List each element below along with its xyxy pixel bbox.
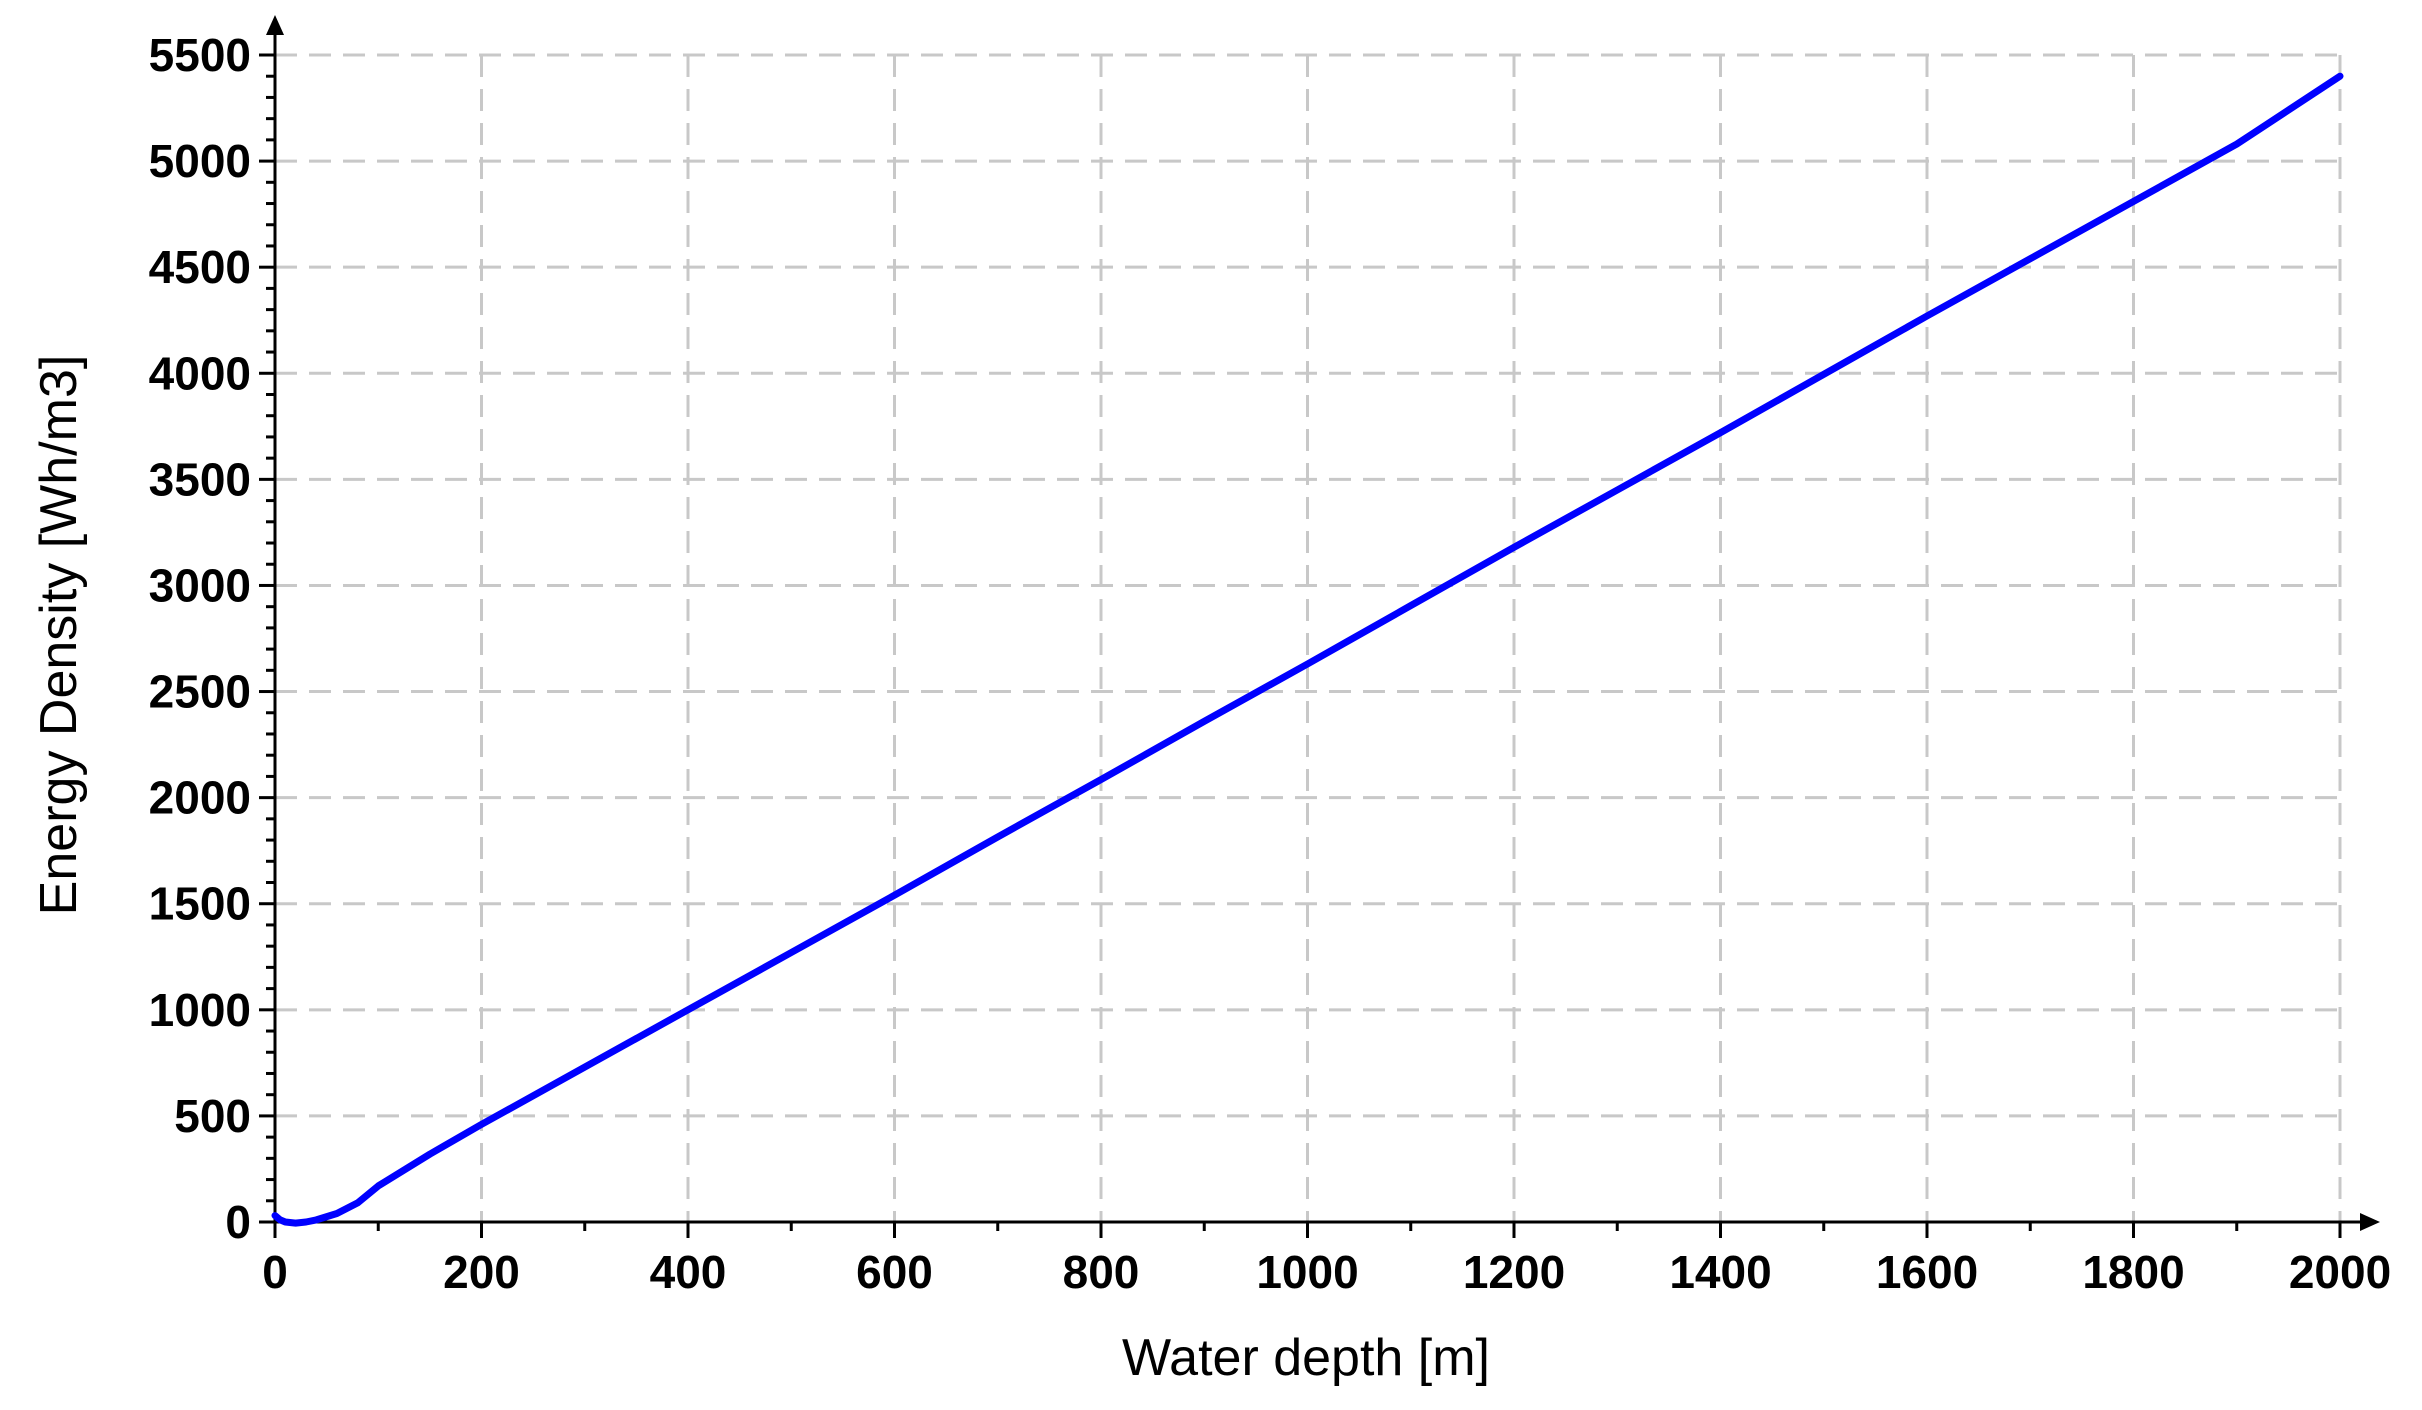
y-tick-label: 500 <box>174 1090 251 1142</box>
y-axis-arrow <box>266 15 284 35</box>
x-tick-label: 0 <box>262 1246 288 1298</box>
axes <box>259 15 2380 1238</box>
x-tick-label: 1000 <box>1256 1246 1358 1298</box>
tick-labels: 0 200 400 600 800 1000 1200 1400 1600 1800 2000 0 50… <box>149 29 2392 1298</box>
x-axis-title: Water depth [m] <box>1122 1329 1490 1387</box>
series-layer <box>271 72 2344 1227</box>
x-tick-label: 400 <box>650 1246 727 1298</box>
y-tick-label: 2000 <box>149 772 251 824</box>
x-tick-label: 1400 <box>1669 1246 1771 1298</box>
y-tick-label: 4000 <box>149 347 251 399</box>
x-tick-label: 600 <box>856 1246 933 1298</box>
y-tick-label: 4500 <box>149 241 251 293</box>
y-tick-label: 5500 <box>149 29 251 81</box>
y-axis-title: Energy Density [Wh/m3] <box>30 355 88 916</box>
y-tick-label: 1000 <box>149 984 251 1036</box>
x-tick-label: 200 <box>443 1246 520 1298</box>
y-tick-label: 3500 <box>149 453 251 505</box>
x-tick-label: 2000 <box>2289 1246 2391 1298</box>
x-tick-label: 800 <box>1063 1246 1140 1298</box>
x-tick-label: 1600 <box>1876 1246 1978 1298</box>
x-axis-arrow <box>2360 1213 2380 1231</box>
x-tick-label: 1800 <box>2082 1246 2184 1298</box>
y-tick-label: 3000 <box>149 559 251 611</box>
grid <box>275 53 2342 1222</box>
y-tick-label: 0 <box>225 1196 251 1248</box>
series-line <box>271 72 2344 1227</box>
y-tick-label: 1500 <box>149 878 251 930</box>
y-tick-label: 5000 <box>149 135 251 187</box>
y-tick-label: 2500 <box>149 666 251 718</box>
x-tick-label: 1200 <box>1463 1246 1565 1298</box>
